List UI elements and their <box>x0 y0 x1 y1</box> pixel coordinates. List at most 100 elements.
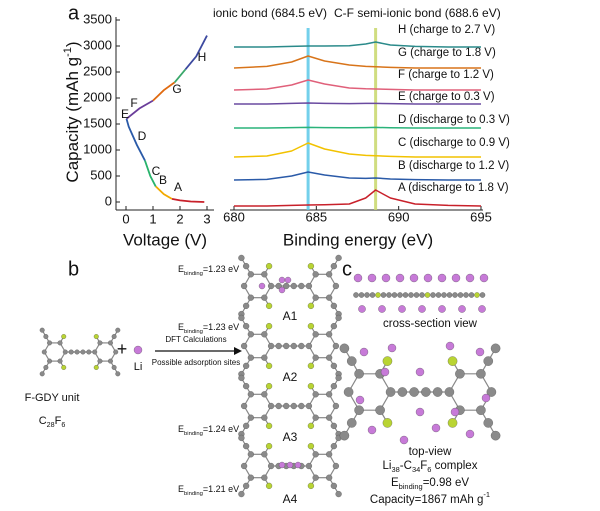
atom <box>451 273 461 283</box>
atom <box>354 369 364 379</box>
atom <box>307 482 315 489</box>
atom <box>243 482 250 489</box>
atom <box>298 282 305 290</box>
text-part: -1 <box>62 47 74 57</box>
atom <box>421 387 431 397</box>
atom <box>409 273 419 283</box>
capacity-curve <box>184 35 208 70</box>
atom <box>330 443 337 450</box>
reference-label: ionic bond (684.5 eV) <box>213 6 327 20</box>
atom <box>415 367 425 377</box>
text-part: 6 <box>427 465 431 474</box>
atom <box>330 323 337 330</box>
x-axis-label: Binding energy (eV) <box>283 230 433 249</box>
atom <box>478 305 486 313</box>
atom <box>455 369 465 379</box>
atom <box>312 271 319 278</box>
atom <box>284 276 292 284</box>
text-part: ) <box>63 41 82 47</box>
atom <box>386 292 392 298</box>
atom <box>243 443 250 450</box>
atom <box>446 292 453 298</box>
atom <box>41 349 47 355</box>
atom <box>330 383 337 390</box>
atom <box>359 347 369 357</box>
atom <box>326 331 333 338</box>
atom <box>261 391 268 398</box>
atom <box>265 443 273 450</box>
text-part: -1 <box>483 490 490 499</box>
atom <box>47 340 53 346</box>
site-name: A2 <box>283 370 298 384</box>
atom <box>339 343 350 354</box>
x-tick-label: 680 <box>223 209 245 224</box>
atom <box>312 451 319 458</box>
capacity-curve <box>171 198 205 203</box>
site-name: A3 <box>283 430 298 444</box>
atom <box>415 407 425 417</box>
atom <box>283 342 290 350</box>
text-part: =1.24 eV <box>203 424 239 434</box>
text-part: =0.98 eV <box>423 477 470 489</box>
atom <box>476 405 486 415</box>
atom <box>402 292 409 298</box>
text-part: =1.21 eV <box>203 484 239 494</box>
text-part: 28 <box>47 421 55 429</box>
atom <box>47 358 53 364</box>
text-part: Capacity (mAh g <box>63 57 82 183</box>
atom <box>307 362 315 369</box>
atom <box>240 342 248 350</box>
atom <box>238 254 245 262</box>
text-part: 6 <box>61 421 65 429</box>
atom <box>380 292 387 298</box>
x-tick-label: 2 <box>176 211 183 226</box>
capacity-curve <box>155 185 173 200</box>
atom <box>358 305 366 313</box>
spectrum-label: B (discharge to 1.2 V) <box>398 160 509 172</box>
atom <box>43 334 49 340</box>
spectrum <box>233 55 481 69</box>
atom <box>326 474 333 481</box>
atom <box>450 407 460 417</box>
atom <box>265 422 273 429</box>
text-part: E <box>178 264 184 274</box>
y-tick-label: 500 <box>90 167 112 182</box>
atom <box>307 383 315 390</box>
atom <box>240 402 248 410</box>
atom <box>326 414 333 421</box>
atom <box>247 414 254 421</box>
unit-formula: C28F6 <box>39 415 66 429</box>
atom <box>61 364 67 370</box>
text-part: E <box>178 424 184 434</box>
atom <box>261 474 268 481</box>
atom <box>353 273 363 283</box>
atom <box>335 490 342 498</box>
atom <box>387 343 397 353</box>
atom <box>364 292 370 298</box>
atom <box>107 358 113 364</box>
atom <box>261 294 268 301</box>
atom <box>283 282 290 290</box>
atom <box>86 349 92 355</box>
x-tick-label: 1 <box>149 211 156 226</box>
atom <box>312 391 319 398</box>
atom <box>375 292 381 298</box>
atom <box>382 356 393 366</box>
atom <box>265 362 273 369</box>
li-label: Li <box>134 361 143 373</box>
point-label: H <box>198 50 207 64</box>
binding-energy: Ebinding=1.21 eV <box>178 484 239 496</box>
point-label: D <box>138 129 147 143</box>
y-tick-label: 3500 <box>83 11 112 26</box>
x-tick-label: 690 <box>388 209 410 224</box>
atom <box>447 418 458 428</box>
atom <box>490 343 501 354</box>
atom <box>465 429 475 439</box>
binding-energy: Ebinding=0.98 eV <box>391 477 469 491</box>
complex-formula: Li38-C34F6 complex <box>383 460 478 474</box>
panel-label: a <box>68 2 80 24</box>
atom <box>307 323 315 330</box>
atom <box>247 391 254 398</box>
atom <box>335 314 342 322</box>
